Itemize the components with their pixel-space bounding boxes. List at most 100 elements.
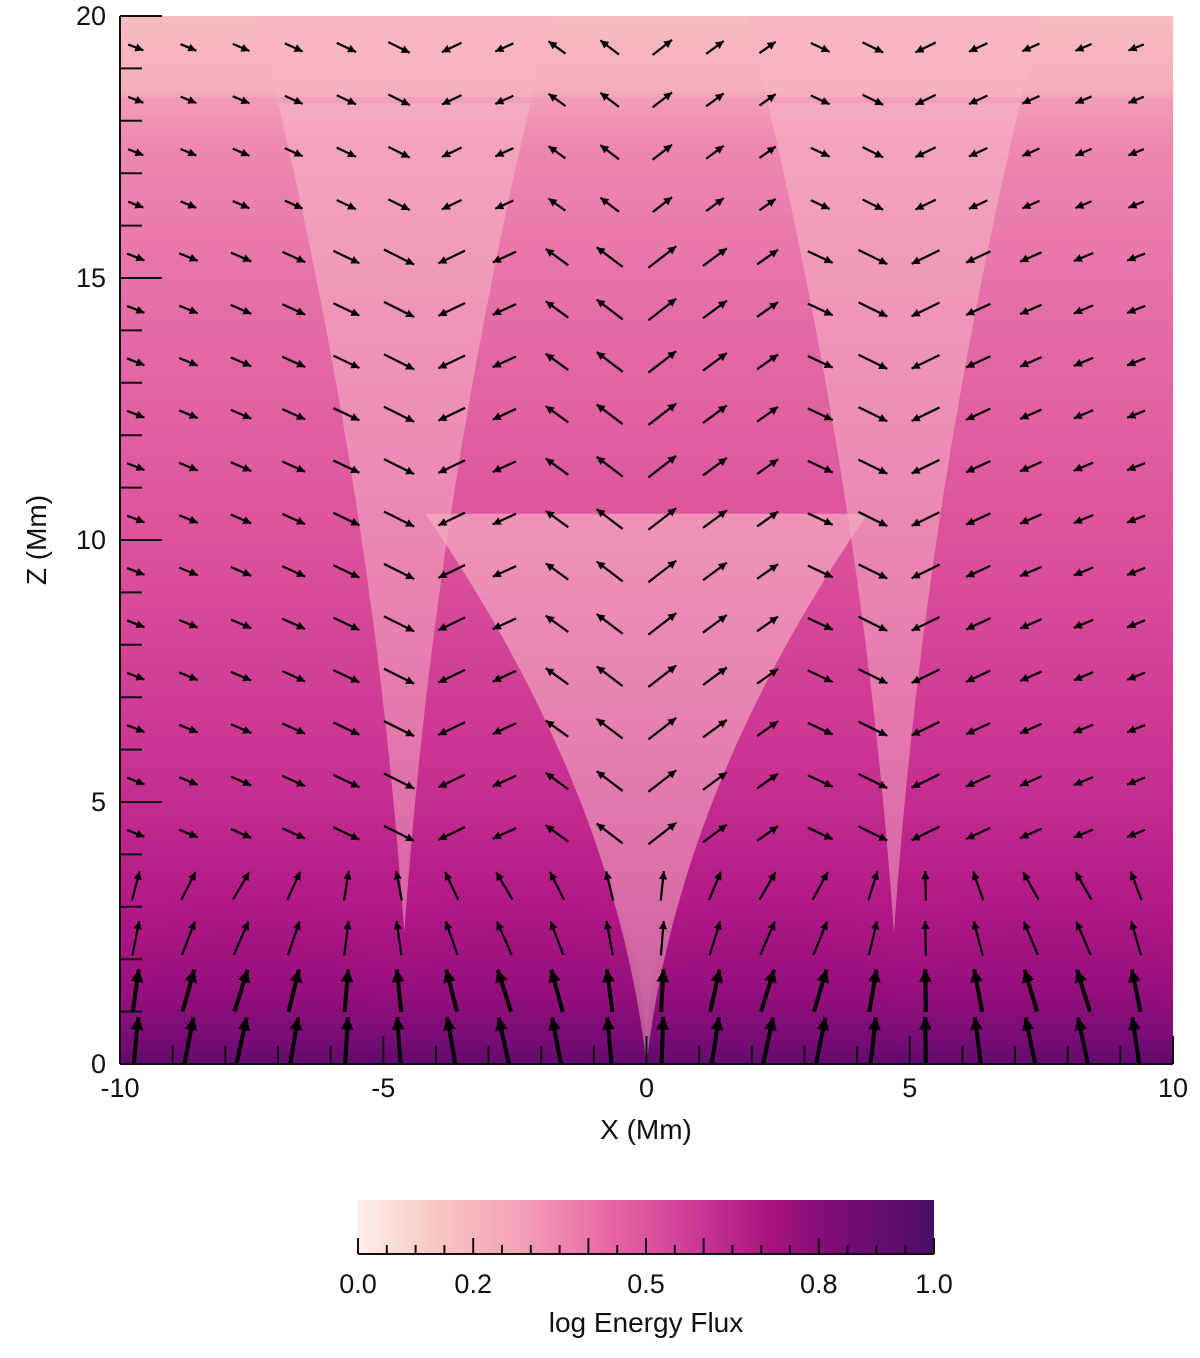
flux-vector [286,969,303,1013]
flux-vector [647,297,677,322]
flux-vector [288,1017,303,1064]
flux-vector [702,561,728,582]
flux-vector [647,821,677,846]
flux-vector [492,617,517,631]
flux-vector [545,247,569,267]
flux-vector [807,826,834,841]
flux-vector [867,969,881,1013]
flux-vector [393,871,403,901]
flux-vector [811,871,829,901]
flux-vector [437,354,466,370]
flux-vector [968,199,988,210]
flux-vector [332,773,360,789]
flux-vector [545,457,569,476]
flux-vector [647,245,677,269]
flux-vector [1126,409,1146,419]
flux-vector [599,91,620,108]
flux-vector [281,460,306,473]
colorbar-tick-label: 0.5 [627,1269,665,1299]
flux-vector [921,871,930,901]
flux-vector [595,822,624,845]
flux-vector [492,565,517,578]
flux-vector [332,826,360,841]
flux-vector [968,94,988,106]
flux-vector [647,769,677,793]
flux-vector [595,560,624,583]
flux-vector [911,563,940,580]
y-tick-label: 5 [91,787,106,817]
flux-vector [178,618,199,629]
flux-vector [702,352,728,372]
flux-vector [862,41,884,54]
flux-vector [332,721,360,736]
flux-vector [281,774,306,788]
flux-vector [647,559,677,584]
flux-vector [603,920,614,956]
flux-vector [391,1016,405,1064]
low-flux-funnel [256,16,552,933]
flux-vector [705,92,725,108]
flux-vector [1128,95,1145,104]
flux-vector [858,825,888,842]
flux-vector [332,511,360,527]
upper-band [120,97,1173,104]
flux-vector [1073,356,1094,367]
flux-vector [1019,408,1043,420]
flux-vector [178,461,199,472]
flux-vector [547,197,567,212]
flux-vector [595,508,624,530]
flux-vector [965,460,991,474]
flux-vector [545,300,569,319]
flux-vector [970,1017,983,1064]
flux-vector [911,354,940,370]
flux-vector [756,667,779,685]
flux-vector [658,920,668,956]
flux-vector [658,871,668,901]
flux-vector [858,563,888,580]
flux-vector [336,199,357,211]
flux-vector [968,146,988,158]
flux-vector [230,356,252,368]
flux-vector [651,143,673,161]
flux-vector [383,772,415,790]
flux-vector [383,353,415,371]
flux-vector [126,357,145,367]
flux-vector [393,920,403,956]
flux-vector [807,669,834,684]
flux-vector [281,250,306,264]
flux-vector [965,617,991,631]
flux-vector [595,770,624,792]
flux-vector [708,969,724,1013]
flux-vector [708,871,722,901]
vector-field [126,39,1146,1064]
flux-vector [1019,251,1043,263]
flux-vector [230,566,252,577]
flux-vector [343,920,352,956]
flux-vector [1021,199,1040,210]
flux-vector [810,42,831,53]
flux-vector [911,825,940,842]
flux-vector [1073,461,1094,472]
flux-vector [1129,920,1143,956]
flux-vector [180,200,197,209]
flux-vector [812,969,829,1013]
flux-vector [494,147,514,158]
flux-vector [1019,618,1043,630]
flux-vector [383,405,415,423]
flux-vector [858,772,888,790]
flux-vector [437,564,466,579]
flux-vector [232,95,250,105]
flux-vector [702,404,728,424]
flux-vector [1074,95,1092,105]
flux-vector [858,720,888,737]
flux-vector [332,407,360,422]
flux-vector [545,562,569,581]
flux-vector [131,920,142,956]
flux-vector [437,511,466,527]
flux-vector [178,671,199,682]
flux-vector [1074,969,1092,1013]
flux-vector [1126,462,1146,472]
flux-vector [230,828,252,839]
flux-vector [437,721,466,737]
flux-vector [758,198,777,212]
